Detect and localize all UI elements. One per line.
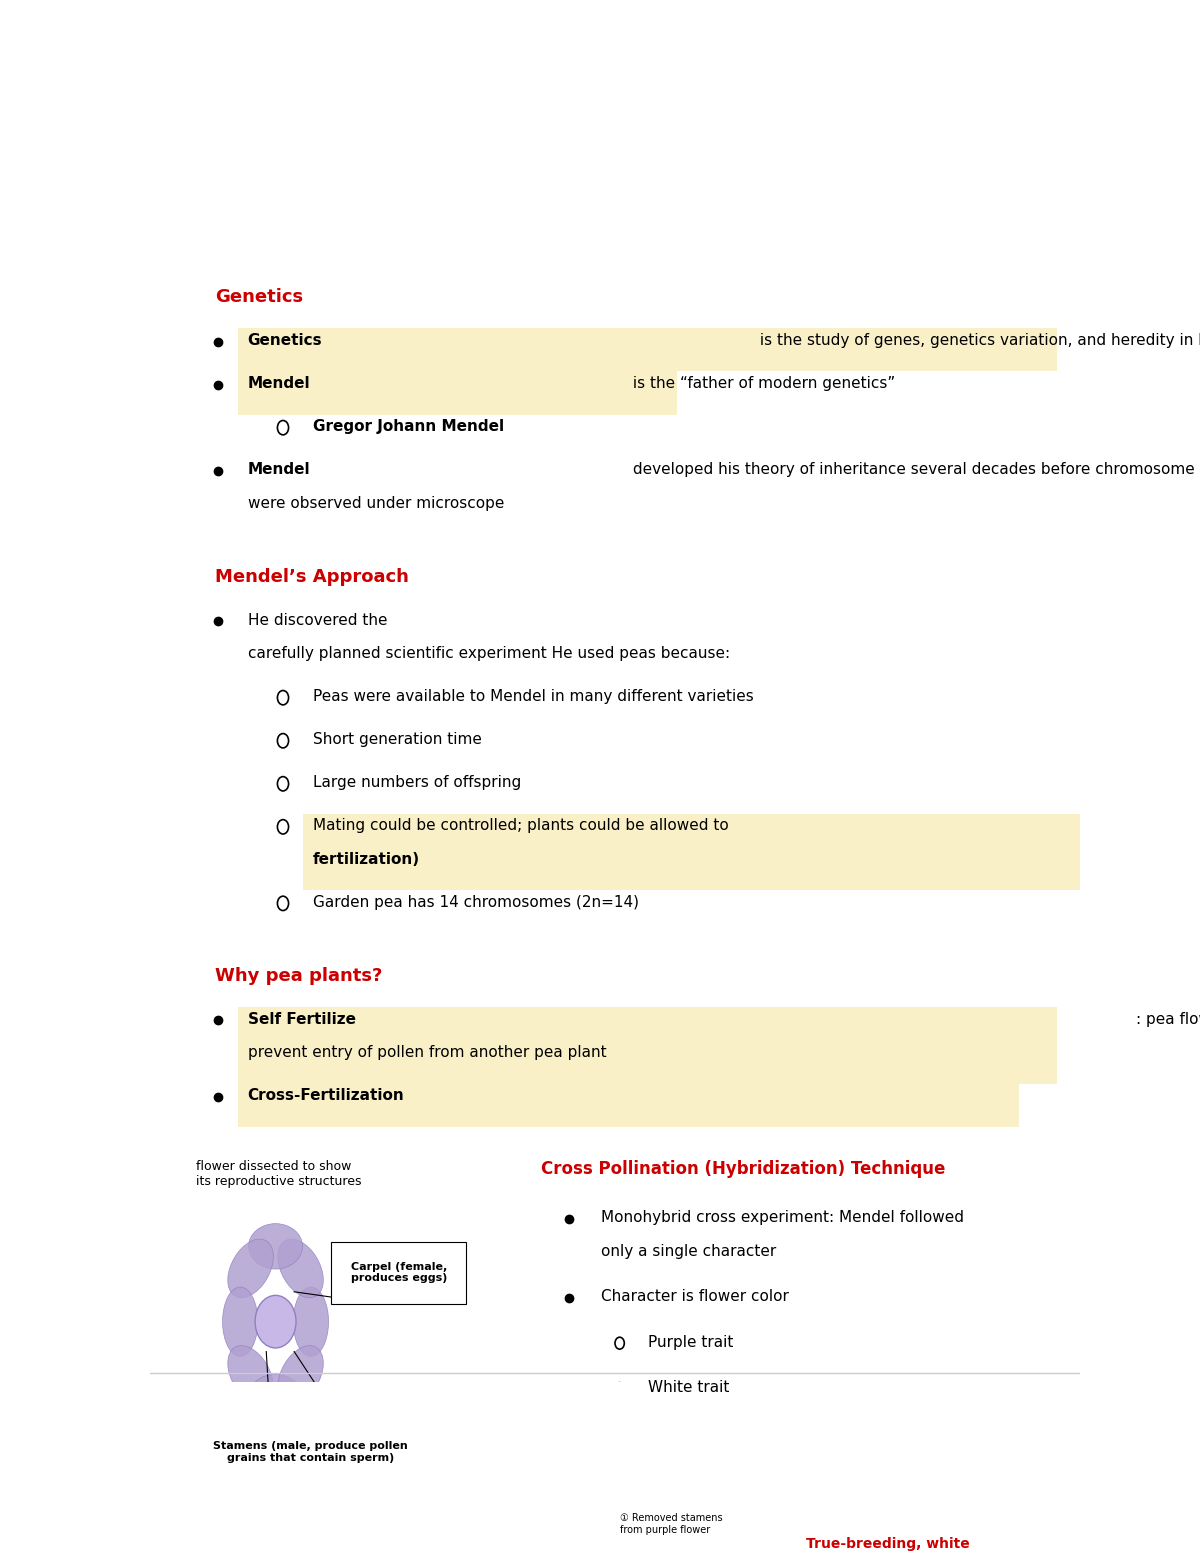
- Circle shape: [256, 1295, 296, 1348]
- Ellipse shape: [293, 1287, 329, 1356]
- Ellipse shape: [248, 1374, 302, 1419]
- Text: is the “father of modern genetics”: is the “father of modern genetics”: [629, 376, 895, 391]
- Text: Stamens (male, produce pollen
grains that contain sperm): Stamens (male, produce pollen grains tha…: [214, 1441, 408, 1463]
- Ellipse shape: [502, 1523, 522, 1553]
- Text: fertilization): fertilization): [313, 853, 420, 867]
- Text: Gregor Johann Mendel: Gregor Johann Mendel: [313, 419, 504, 435]
- Text: Peas were available to Mendel in many different varieties: Peas were available to Mendel in many di…: [313, 690, 754, 705]
- FancyBboxPatch shape: [443, 1489, 802, 1553]
- Text: prevent entry of pollen from another pea plant: prevent entry of pollen from another pea…: [247, 1045, 606, 1061]
- Text: carefully planned scientific experiment He used peas because:: carefully planned scientific experiment …: [247, 646, 730, 662]
- Text: Self Fertilize: Self Fertilize: [247, 1013, 355, 1027]
- FancyBboxPatch shape: [239, 371, 677, 415]
- FancyBboxPatch shape: [239, 1008, 1057, 1084]
- Ellipse shape: [522, 1523, 542, 1553]
- FancyBboxPatch shape: [239, 1084, 1019, 1127]
- Ellipse shape: [222, 1287, 258, 1356]
- Text: Mating could be controlled; plants could be allowed to: Mating could be controlled; plants could…: [313, 818, 733, 834]
- Text: developed his theory of inheritance several decades before chromosome: developed his theory of inheritance seve…: [629, 463, 1195, 477]
- Ellipse shape: [228, 1345, 274, 1404]
- FancyBboxPatch shape: [202, 1415, 420, 1489]
- Ellipse shape: [248, 1224, 302, 1269]
- Text: ① Removed stamens
from purple flower: ① Removed stamens from purple flower: [619, 1513, 722, 1534]
- Ellipse shape: [277, 1239, 323, 1298]
- Text: Character is flower color: Character is flower color: [601, 1289, 788, 1305]
- Text: True-breeding, white
flowered plant :
These plants always
create white –flowered: True-breeding, white flowered plant : Th…: [805, 1537, 985, 1553]
- FancyBboxPatch shape: [239, 328, 1057, 371]
- Text: Garden pea has 14 chromosomes (2n=14): Garden pea has 14 chromosomes (2n=14): [313, 895, 638, 910]
- Text: Short generation time: Short generation time: [313, 733, 481, 747]
- Text: were observed under microscope: were observed under microscope: [247, 495, 504, 511]
- Text: Purple trait: Purple trait: [648, 1336, 733, 1350]
- Text: only a single character: only a single character: [601, 1244, 776, 1259]
- Text: He discovered the: He discovered the: [247, 613, 392, 627]
- Text: White trait: White trait: [648, 1381, 728, 1395]
- Text: : pea flower petals enclose both male and female flower parts and: : pea flower petals enclose both male an…: [1135, 1013, 1200, 1027]
- FancyBboxPatch shape: [304, 814, 1105, 890]
- Text: Mendel’s Approach: Mendel’s Approach: [215, 567, 409, 585]
- Text: Cross Pollination (Hybridization) Technique: Cross Pollination (Hybridization) Techni…: [540, 1160, 944, 1179]
- Ellipse shape: [228, 1239, 274, 1298]
- Text: Large numbers of offspring: Large numbers of offspring: [313, 775, 521, 790]
- Text: Why pea plants?: Why pea plants?: [215, 968, 383, 985]
- Text: Genetics: Genetics: [215, 287, 304, 306]
- Text: flower dissected to show
its reproductive structures: flower dissected to show its reproductiv…: [197, 1160, 362, 1188]
- Text: Cross-Fertilization: Cross-Fertilization: [247, 1089, 404, 1104]
- Text: Genetics: Genetics: [247, 334, 323, 348]
- Text: Carpel (female,
produces eggs): Carpel (female, produces eggs): [350, 1263, 446, 1283]
- Text: Mendel: Mendel: [247, 376, 311, 391]
- Text: Monohybrid cross experiment: Mendel followed: Monohybrid cross experiment: Mendel foll…: [601, 1210, 964, 1225]
- FancyBboxPatch shape: [331, 1241, 467, 1303]
- Text: is the study of genes, genetics variation, and heredity in living organisms: is the study of genes, genetics variatio…: [755, 334, 1200, 348]
- Text: Mendel: Mendel: [247, 463, 311, 477]
- Ellipse shape: [277, 1345, 323, 1404]
